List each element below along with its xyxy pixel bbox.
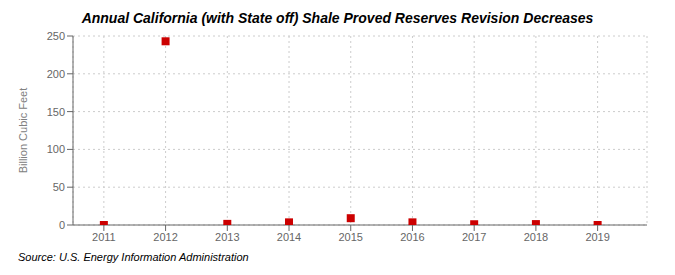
svg-text:2013: 2013 xyxy=(215,231,239,243)
svg-text:200: 200 xyxy=(47,68,65,80)
svg-text:2012: 2012 xyxy=(153,231,177,243)
svg-text:100: 100 xyxy=(47,143,65,155)
svg-text:2018: 2018 xyxy=(524,231,548,243)
svg-text:2019: 2019 xyxy=(585,231,609,243)
svg-text:0: 0 xyxy=(59,219,65,231)
svg-text:2016: 2016 xyxy=(400,231,424,243)
svg-text:2014: 2014 xyxy=(277,231,301,243)
svg-text:Billion Cubic Feet: Billion Cubic Feet xyxy=(17,88,29,174)
svg-text:2015: 2015 xyxy=(338,231,362,243)
html-text:Annual California (with State: Annual California (with State off) Shale… xyxy=(81,10,594,26)
html-text:Source: U.S. Energy Informatio: Source: U.S. Energy Information Administ… xyxy=(18,251,249,263)
svg-text:2017: 2017 xyxy=(462,231,486,243)
svg-text:2011: 2011 xyxy=(92,231,116,243)
svg-text:150: 150 xyxy=(47,106,65,118)
svg-text:50: 50 xyxy=(53,181,65,193)
svg-text:250: 250 xyxy=(47,30,65,42)
